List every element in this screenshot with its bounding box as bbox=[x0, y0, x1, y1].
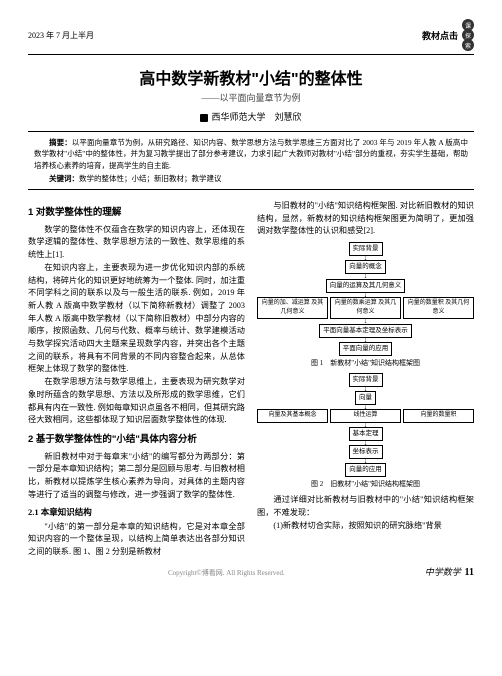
left-column: 1 对数学整体性的理解 数学的整体性不仅蕴含在数学的知识内容上，还体现在数学逻辑… bbox=[28, 200, 245, 559]
page-header: 2023 年 7 月上半月 教材点击 课 探 索 bbox=[28, 20, 474, 50]
fc-node: 平面向量的应用 bbox=[339, 342, 393, 356]
right-column: 与旧教材的"小结"知识结构框架图. 对比新旧教材的知识结构，显然，新教材的知识结… bbox=[257, 200, 474, 559]
figure-2: 实际背景 ↓ 向量 ↓ 向量及其基本概念 线性运算 向量的数量积 ↓ 基本定理 … bbox=[257, 373, 474, 490]
keywords-label: 关键词： bbox=[49, 174, 79, 183]
fc-node: 向量的加、减运算 及其几何意义 bbox=[257, 297, 328, 320]
paragraph: 与旧教材的"小结"知识结构框架图. 对比新旧教材的知识结构，显然，新教材的知识结… bbox=[257, 200, 474, 238]
article-title: 高中数学新教材"小结"的整体性 bbox=[28, 65, 474, 89]
issue-date: 2023 年 7 月上半月 bbox=[28, 30, 94, 41]
badge-circles: 课 探 索 bbox=[462, 20, 474, 50]
author-line: 西华师范大学 刘慧欣 bbox=[28, 110, 474, 123]
section-heading: 1 对数学整体性的理解 bbox=[28, 206, 245, 221]
article-subtitle: ——以平面向量章节为例 bbox=[28, 91, 474, 104]
fc-node: 向量的应用 bbox=[345, 463, 386, 477]
divider bbox=[28, 54, 474, 55]
circle-icon: 索 bbox=[462, 39, 474, 51]
page-footer: Copyright©博看网. All Rights Reserved. 中学数学… bbox=[28, 565, 474, 578]
fc-node: 向量及其基本概念 bbox=[257, 409, 328, 422]
keywords-text: 数学的整体性；小结；新旧教材；教学建议 bbox=[79, 174, 222, 183]
subsection-heading: 2.1 本章知识结构 bbox=[28, 506, 245, 519]
copyright-text: Copyright©博看网. All Rights Reserved. bbox=[28, 568, 425, 578]
page: 2023 年 7 月上半月 教材点击 课 探 索 高中数学新教材"小结"的整体性… bbox=[0, 0, 502, 590]
author-marker-icon bbox=[200, 114, 208, 122]
abstract-text: 以平面向量章节为例，从研究路径、知识内容、数学思想方法与数学思维三方面对比了 2… bbox=[34, 138, 468, 170]
body-columns: 1 对数学整体性的理解 数学的整体性不仅蕴含在数学的知识内容上，还体现在数学逻辑… bbox=[28, 200, 474, 559]
abstract-label: 摘要： bbox=[49, 138, 72, 147]
figure-1: 实际背景 ↓ 向量的概念 ↓ 向量的运算及其几何意义 ↓ 向量的加、减运算 及其… bbox=[257, 242, 474, 369]
paragraph: "小结"的第一部分是本章的知识结构，它是对本章全部知识内容的一个整体呈现，以结构… bbox=[28, 521, 245, 559]
paragraph: 在数学思想方法与数学思维上，主要表现为研究数学对象时所蕴含的数学思想、方法以及所… bbox=[28, 376, 245, 427]
paragraph: 在知识内容上，主要表现为进一步优化知识内部的系统结构，将碎片化的知识更好地统筹为… bbox=[28, 262, 245, 376]
paragraph: 通过详细对比新教材与旧教材中的"小结"知识结构框架图，不难发现： bbox=[257, 494, 474, 519]
author-text: 西华师范大学 刘慧欣 bbox=[211, 112, 301, 122]
section-heading: 2 基于数学整体性的"小结"具体内容分析 bbox=[28, 433, 245, 448]
header-right: 教材点击 课 探 索 bbox=[422, 20, 474, 50]
fc-node: 向量的数乘运算 及其几何意义 bbox=[330, 297, 401, 320]
paragraph: 新旧教材中对于每章末"小结"的编写都分为两部分：第一部分是本章知识结构；第二部分… bbox=[28, 451, 245, 502]
paragraph: 数学的整体性不仅蕴含在数学的知识内容上，还体现在数学逻辑的整体性、数学思想方法的… bbox=[28, 224, 245, 262]
fc-node: 向量的数量积 及其几何意义 bbox=[403, 297, 474, 320]
figure-caption: 图 1 新教材"小结"知识结构框架图 bbox=[257, 358, 474, 369]
section-tab: 教材点击 bbox=[422, 29, 458, 42]
footer-right: 中学数学 11 bbox=[425, 565, 474, 578]
fc-node: 向量的数量积 bbox=[403, 409, 474, 422]
magazine-name: 中学数学 bbox=[425, 567, 461, 577]
abstract-box: 摘要：以平面向量章节为例，从研究路径、知识内容、数学思想方法与数学思维三方面对比… bbox=[28, 131, 474, 190]
page-number: 11 bbox=[465, 567, 474, 578]
paragraph: (1)新教材切合实际，按照知识的研究脉络"背景 bbox=[257, 520, 474, 533]
figure-caption: 图 2 旧教材"小结"知识结构框架图 bbox=[257, 479, 474, 490]
